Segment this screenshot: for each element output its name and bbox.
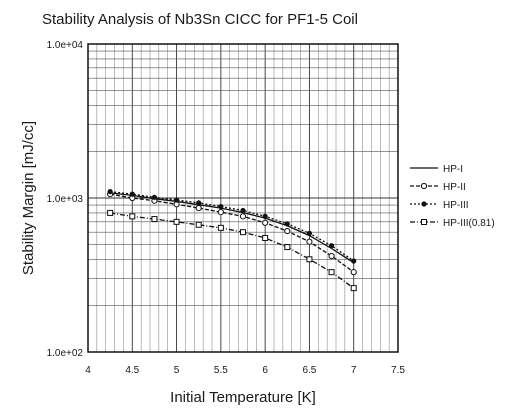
y-tick-label: 1.0e+02 [47,348,84,359]
data-point [240,207,246,214]
y-axis-ticks: 1.0e+02 1.0e+03 1.0e+04 [47,40,84,359]
data-point [107,209,114,216]
data-point [306,256,313,263]
series-line [110,192,355,264]
data-point [173,218,180,225]
data-point [151,216,158,223]
data-point [151,194,158,200]
data-point [328,252,335,260]
x-tick-label: 6 [262,365,268,376]
x-tick-label: 4 [85,365,91,376]
x-tick-label: 4.5 [125,365,139,376]
data-point [328,243,335,249]
data-point [306,230,313,236]
data-point [350,285,357,292]
legend: HP-I HP-II HP-III HP-III(0.81) [410,164,495,229]
data-point [350,269,357,276]
series-hp-iii [107,189,357,264]
data-point [306,238,313,245]
data-point [284,244,291,251]
series-line [110,193,355,273]
y-tick-label: 1.0e+04 [47,40,84,51]
grid-lines [87,44,399,353]
x-tick-label: 7 [351,365,357,376]
x-axis-label: Initial Temperature [K] [170,389,316,406]
x-tick-label: 5.5 [214,365,228,376]
x-axis-ticks: 4 4.5 5 5.5 6 6.5 7 7.5 [85,365,405,376]
series-line [110,212,355,289]
chart-title: Stability Analysis of Nb3Sn CICC for PF1… [42,11,358,28]
data-point [107,189,113,195]
series-line [110,190,355,262]
legend-label: HP-III [443,200,469,211]
data-point [129,191,135,197]
data-point [262,213,268,219]
data-point [284,227,291,235]
data-point [239,213,247,220]
plot-frame [87,43,399,353]
data-point [173,197,180,203]
data-point [421,201,427,207]
series-layer [107,189,357,292]
series-hp-iii-0-81- [107,209,357,292]
data-point [328,269,335,276]
data-point [262,219,269,226]
x-tick-label: 5 [174,365,180,376]
data-point [196,200,202,206]
data-point [217,224,224,231]
legend-label: HP-II [443,182,466,193]
legend-label: HP-III(0.81) [443,218,495,229]
series-hp-i [110,192,355,264]
data-point [195,221,202,228]
y-tick-label: 1.0e+03 [47,194,84,205]
data-point [218,203,224,210]
y-axis-label: Stability Margin [mJ/cc] [20,121,37,275]
data-point [129,213,136,220]
data-point [195,204,202,212]
data-point [240,229,246,236]
data-point [284,221,290,227]
data-point [420,182,428,190]
x-tick-label: 7.5 [391,365,405,376]
data-point [217,208,224,216]
data-point [421,219,427,225]
legend-label: HP-I [443,164,463,175]
data-point [351,258,357,264]
series-hp-ii [107,191,357,276]
data-point [262,234,269,241]
x-tick-label: 6.5 [302,365,316,376]
